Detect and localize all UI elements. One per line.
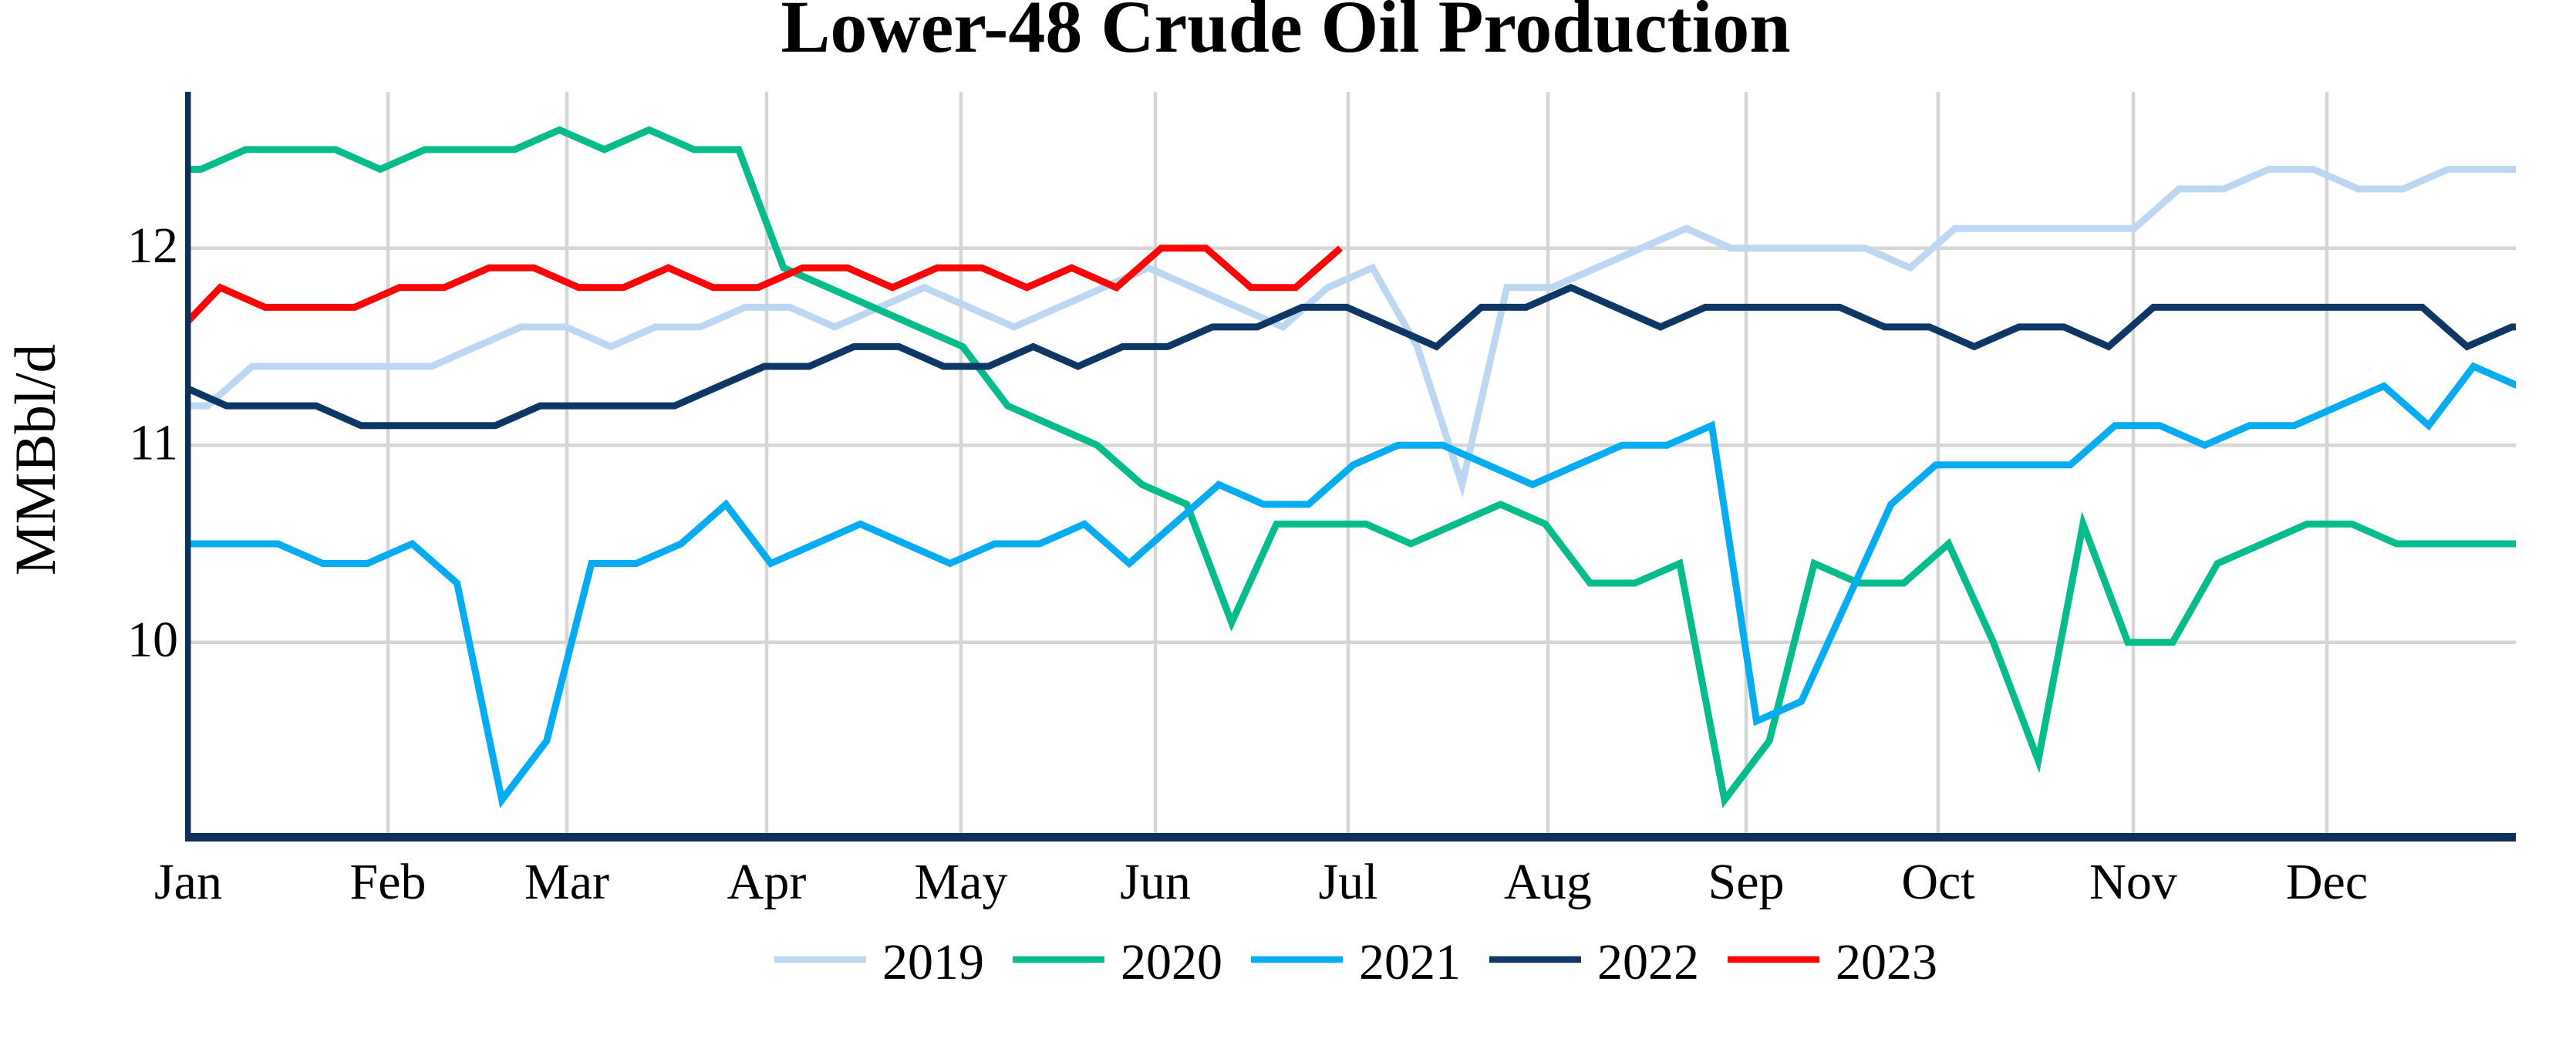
svg-text:Sep: Sep <box>1708 854 1785 910</box>
svg-text:Jul: Jul <box>1318 854 1377 910</box>
svg-text:May: May <box>915 854 1008 910</box>
svg-text:2019: 2019 <box>882 934 984 990</box>
svg-text:2023: 2023 <box>1836 934 1937 990</box>
svg-text:Dec: Dec <box>2286 854 2368 910</box>
svg-text:MMBbl/d: MMBbl/d <box>4 344 68 575</box>
svg-text:12: 12 <box>127 218 178 274</box>
svg-text:10: 10 <box>127 612 178 668</box>
svg-text:Feb: Feb <box>350 854 427 910</box>
svg-text:2021: 2021 <box>1359 934 1461 990</box>
svg-text:Apr: Apr <box>727 854 807 910</box>
svg-text:Oct: Oct <box>1901 854 1974 910</box>
svg-text:Nov: Nov <box>2089 854 2177 910</box>
svg-text:Jun: Jun <box>1120 854 1191 910</box>
svg-text:2020: 2020 <box>1121 934 1222 990</box>
svg-text:Lower-48 Crude Oil Production: Lower-48 Crude Oil Production <box>781 0 1790 68</box>
svg-text:Jan: Jan <box>154 854 222 910</box>
svg-text:2022: 2022 <box>1597 934 1699 990</box>
svg-text:Mar: Mar <box>524 854 609 910</box>
svg-text:Aug: Aug <box>1504 854 1592 910</box>
svg-text:11: 11 <box>129 415 178 471</box>
